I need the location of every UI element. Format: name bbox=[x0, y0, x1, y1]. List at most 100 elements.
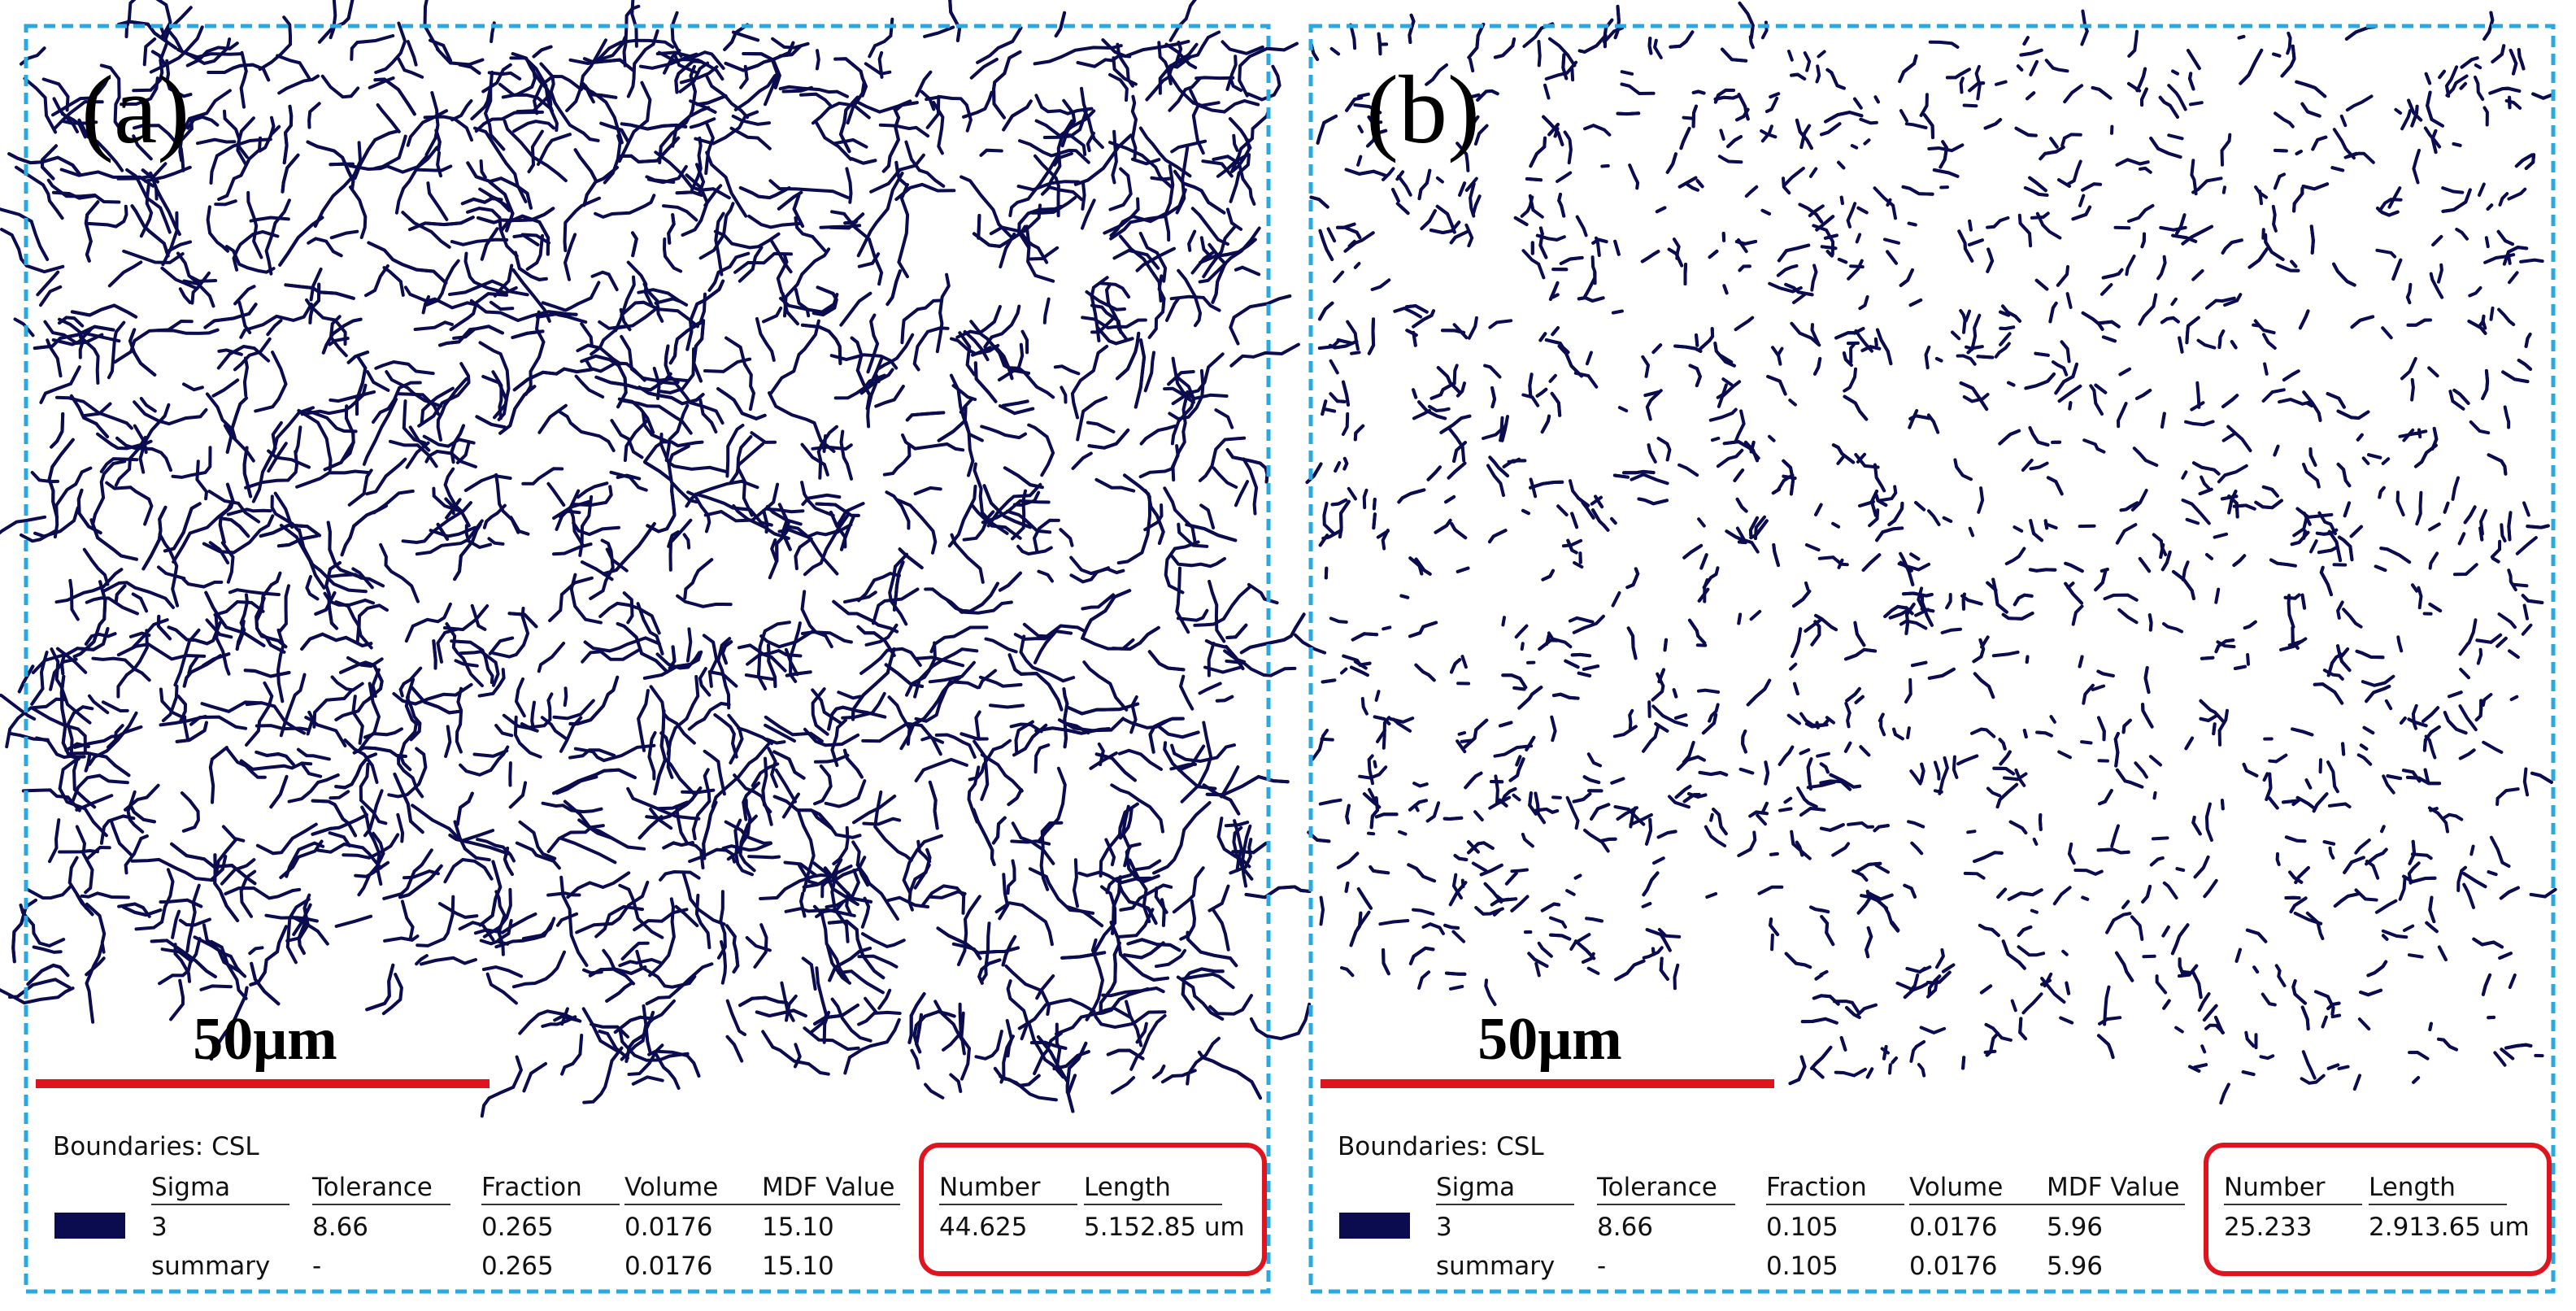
boundary bbox=[2526, 524, 2550, 529]
boundary bbox=[827, 705, 887, 731]
boundary bbox=[737, 726, 773, 746]
boundary bbox=[2160, 412, 2166, 429]
boundary bbox=[1551, 293, 1560, 299]
boundary bbox=[444, 497, 455, 515]
boundary bbox=[1376, 729, 1386, 743]
boundary bbox=[2475, 633, 2503, 644]
boundary bbox=[268, 115, 276, 138]
boundary bbox=[357, 682, 381, 753]
boundary bbox=[1612, 473, 1630, 479]
boundary bbox=[1959, 381, 1989, 412]
boundary bbox=[2362, 725, 2375, 735]
scale-bar-label: 50μm bbox=[1477, 1006, 1622, 1073]
boundary bbox=[75, 794, 114, 812]
boundary bbox=[311, 812, 368, 836]
boundary bbox=[1071, 451, 1093, 470]
boundary bbox=[1865, 1067, 1874, 1079]
boundary bbox=[39, 285, 63, 307]
boundary bbox=[1784, 952, 1812, 969]
boundary bbox=[1968, 81, 1986, 93]
boundary bbox=[321, 317, 363, 355]
boundary bbox=[1152, 801, 1212, 875]
boundary bbox=[365, 457, 407, 496]
boundary bbox=[220, 858, 256, 886]
boundary bbox=[537, 642, 566, 673]
boundary bbox=[1999, 332, 2012, 346]
boundary bbox=[453, 522, 482, 581]
boundary bbox=[631, 231, 638, 258]
boundary bbox=[2382, 934, 2389, 941]
boundary bbox=[1895, 981, 1912, 991]
boundary bbox=[736, 435, 754, 517]
boundary bbox=[170, 842, 257, 886]
boundary bbox=[2438, 69, 2446, 80]
boundary bbox=[307, 102, 321, 129]
boundary bbox=[2162, 999, 2171, 1010]
boundary bbox=[436, 627, 460, 664]
boundary bbox=[605, 547, 629, 573]
boundary bbox=[1820, 245, 1838, 250]
boundary bbox=[860, 932, 906, 949]
boundary bbox=[78, 335, 100, 385]
boundary bbox=[843, 212, 865, 225]
boundary bbox=[1514, 624, 1529, 639]
boundary bbox=[202, 514, 275, 555]
boundary bbox=[729, 442, 764, 484]
boundary bbox=[224, 886, 302, 900]
boundary bbox=[971, 346, 992, 357]
boundary bbox=[2028, 568, 2057, 573]
boundary bbox=[2012, 593, 2034, 607]
boundary bbox=[2300, 1074, 2326, 1085]
boundary bbox=[692, 319, 706, 383]
boundary bbox=[1329, 616, 1348, 624]
boundary bbox=[2355, 649, 2385, 660]
boundary bbox=[2437, 1037, 2458, 1052]
boundary bbox=[720, 640, 733, 665]
boundary bbox=[857, 571, 901, 603]
boundary bbox=[1538, 226, 1548, 259]
boundary bbox=[1873, 95, 1880, 104]
boundary bbox=[1839, 195, 1844, 206]
boundary bbox=[417, 362, 471, 428]
boundary bbox=[334, 914, 373, 928]
boundary bbox=[1434, 518, 1452, 534]
boundary bbox=[203, 303, 258, 329]
boundary bbox=[1025, 224, 1055, 283]
boundary bbox=[1572, 792, 1592, 804]
boundary bbox=[2275, 263, 2300, 272]
boundary bbox=[1845, 1006, 1861, 1019]
boundary bbox=[2530, 771, 2553, 784]
boundary bbox=[1769, 92, 1781, 99]
boundary bbox=[2160, 550, 2172, 572]
boundary bbox=[2356, 753, 2373, 766]
boundary bbox=[2425, 921, 2439, 934]
boundary bbox=[1232, 133, 1239, 152]
boundary bbox=[1014, 720, 1034, 754]
boundary bbox=[1901, 185, 1934, 196]
boundary bbox=[50, 412, 65, 449]
boundary bbox=[2073, 869, 2104, 876]
boundary bbox=[668, 645, 677, 670]
boundary bbox=[436, 47, 485, 67]
boundary bbox=[1628, 708, 1634, 731]
boundary bbox=[912, 1009, 956, 1047]
boundary bbox=[351, 567, 374, 590]
boundary bbox=[905, 411, 946, 422]
boundary bbox=[1064, 721, 1090, 735]
boundary bbox=[1484, 978, 1497, 1007]
boundary bbox=[1795, 840, 1804, 857]
boundary bbox=[1986, 581, 1998, 592]
boundary bbox=[154, 185, 181, 236]
boundary bbox=[2336, 600, 2344, 620]
boundary bbox=[1582, 271, 1597, 299]
boundary bbox=[1859, 117, 1878, 125]
boundary bbox=[1345, 96, 1364, 112]
boundary bbox=[810, 966, 829, 1034]
boundary bbox=[950, 533, 985, 584]
boundary bbox=[2217, 708, 2229, 747]
boundary bbox=[522, 1061, 547, 1093]
boundary bbox=[2478, 526, 2484, 542]
boundary bbox=[1854, 453, 1880, 469]
boundary bbox=[453, 820, 491, 862]
boundary bbox=[2301, 182, 2330, 191]
